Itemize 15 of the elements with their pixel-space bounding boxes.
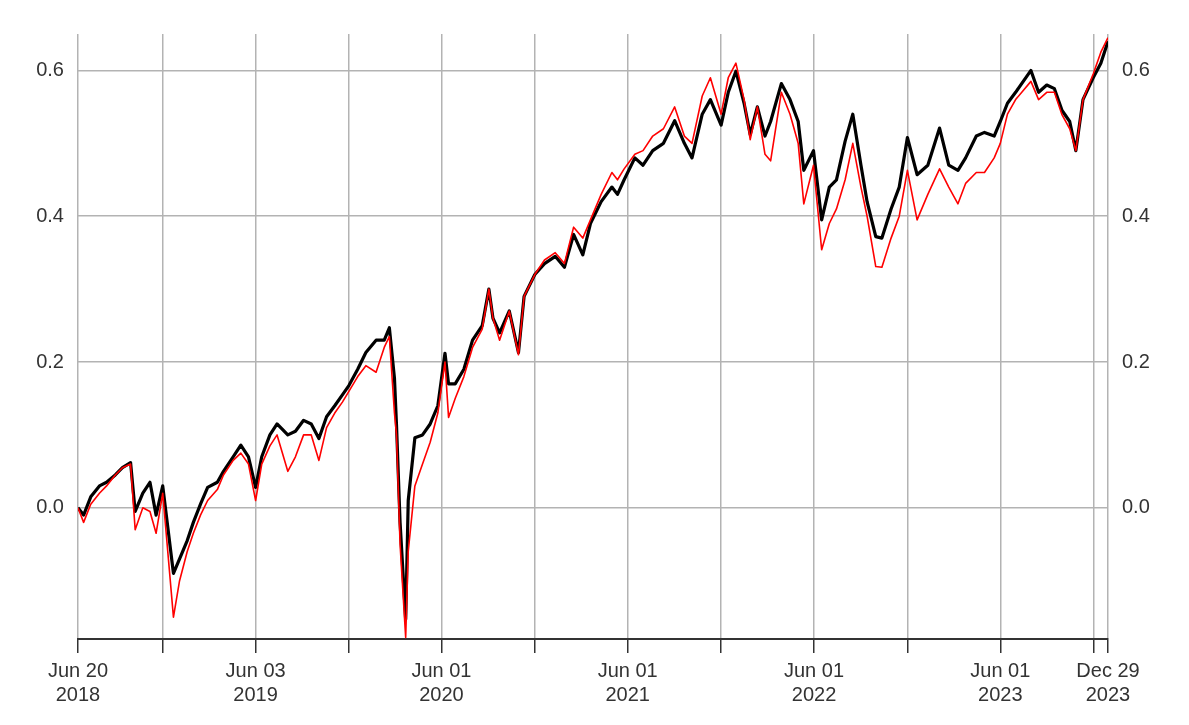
x-tick-label: Dec 29 2023 <box>1076 658 1140 705</box>
y-tick-label: 0.4 <box>36 203 64 226</box>
x-tick-label: Jun 01 2020 <box>411 658 472 705</box>
y-tick-label: 0.2 <box>36 349 64 372</box>
x-tick-label: Jun 03 2019 <box>225 658 286 705</box>
x-tick-label: Jun 01 2021 <box>597 658 658 705</box>
x-tick-label: Jun 01 2022 <box>783 658 845 705</box>
y-tick-label: 0.0 <box>36 495 64 518</box>
y-tick-label: 0.6 <box>36 57 64 80</box>
y2-tick-label: 0.4 <box>1122 203 1150 226</box>
x-tick-label: Jun 20 2018 <box>47 658 109 705</box>
y2-tick-label: 0.0 <box>1122 495 1150 518</box>
x-tick-label: Jun 01 2023 <box>970 658 1031 705</box>
y2-tick-label: 0.6 <box>1122 57 1150 80</box>
y2-tick-label: 0.2 <box>1122 349 1150 372</box>
